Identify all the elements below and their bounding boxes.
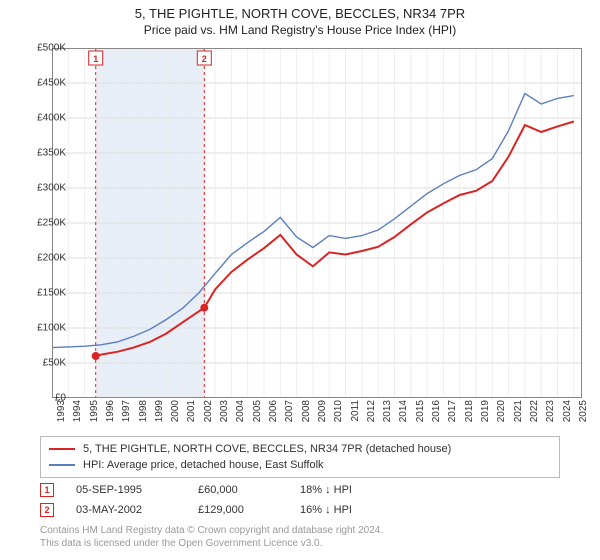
x-tick-label: 1996	[105, 400, 116, 430]
x-tick-label: 1995	[89, 400, 100, 430]
sale-pct: 16% ↓ HPI	[300, 504, 420, 516]
x-tick-label: 2017	[447, 400, 458, 430]
y-tick-label: £450K	[24, 78, 66, 89]
y-tick-label: £300K	[24, 183, 66, 194]
x-tick-label: 2014	[398, 400, 409, 430]
sale-marker-box: 1	[40, 483, 54, 497]
sale-date: 05-SEP-1995	[76, 484, 176, 496]
sale-price: £129,000	[198, 504, 278, 516]
x-tick-label: 2010	[333, 400, 344, 430]
sales-row: 1 05-SEP-1995 £60,000 18% ↓ HPI	[40, 480, 420, 500]
y-tick-label: £200K	[24, 253, 66, 264]
chart-svg: 12	[52, 48, 582, 398]
legend-label: HPI: Average price, detached house, East…	[83, 457, 324, 473]
x-tick-label: 2013	[382, 400, 393, 430]
attribution-line: This data is licensed under the Open Gov…	[40, 537, 383, 550]
x-tick-label: 1998	[138, 400, 149, 430]
x-tick-label: 2022	[529, 400, 540, 430]
chart-titles: 5, THE PIGHTLE, NORTH COVE, BECCLES, NR3…	[0, 0, 600, 37]
x-tick-label: 2008	[301, 400, 312, 430]
y-tick-label: £150K	[24, 288, 66, 299]
y-tick-label: £50K	[24, 358, 66, 369]
sale-marker-box: 2	[40, 503, 54, 517]
legend-swatch	[49, 464, 75, 466]
y-tick-label: £400K	[24, 113, 66, 124]
x-tick-label: 2002	[203, 400, 214, 430]
legend-row: HPI: Average price, detached house, East…	[49, 457, 551, 473]
attribution-line: Contains HM Land Registry data © Crown c…	[40, 524, 383, 537]
svg-text:1: 1	[93, 54, 98, 64]
x-tick-label: 2019	[480, 400, 491, 430]
x-tick-label: 1994	[72, 400, 83, 430]
x-tick-label: 2011	[350, 400, 361, 430]
x-tick-label: 2021	[513, 400, 524, 430]
chart-title: 5, THE PIGHTLE, NORTH COVE, BECCLES, NR3…	[0, 6, 600, 21]
x-tick-label: 1999	[154, 400, 165, 430]
sale-price: £60,000	[198, 484, 278, 496]
svg-text:2: 2	[202, 54, 207, 64]
y-tick-label: £500K	[24, 43, 66, 54]
x-tick-label: 2020	[496, 400, 507, 430]
sale-pct: 18% ↓ HPI	[300, 484, 420, 496]
chart-plot-area: 12	[52, 48, 582, 398]
attribution: Contains HM Land Registry data © Crown c…	[40, 524, 383, 550]
y-tick-label: £100K	[24, 323, 66, 334]
x-tick-label: 2015	[415, 400, 426, 430]
y-tick-label: £250K	[24, 218, 66, 229]
x-tick-label: 2009	[317, 400, 328, 430]
x-tick-label: 2001	[186, 400, 197, 430]
x-tick-label: 1993	[56, 400, 67, 430]
x-tick-label: 1997	[121, 400, 132, 430]
x-tick-label: 2004	[235, 400, 246, 430]
sale-date: 03-MAY-2002	[76, 504, 176, 516]
x-tick-label: 2003	[219, 400, 230, 430]
x-tick-label: 2007	[284, 400, 295, 430]
x-tick-label: 2025	[578, 400, 589, 430]
sales-table: 1 05-SEP-1995 £60,000 18% ↓ HPI 2 03-MAY-2002…	[40, 480, 420, 520]
x-tick-label: 2018	[464, 400, 475, 430]
x-tick-label: 2006	[268, 400, 279, 430]
legend-row: 5, THE PIGHTLE, NORTH COVE, BECCLES, NR3…	[49, 441, 551, 457]
legend-label: 5, THE PIGHTLE, NORTH COVE, BECCLES, NR3…	[83, 441, 451, 457]
x-tick-label: 2024	[562, 400, 573, 430]
x-tick-label: 2016	[431, 400, 442, 430]
x-tick-label: 2012	[366, 400, 377, 430]
chart-container: 5, THE PIGHTLE, NORTH COVE, BECCLES, NR3…	[0, 0, 600, 560]
chart-subtitle: Price paid vs. HM Land Registry's House …	[0, 23, 600, 37]
x-tick-label: 2023	[545, 400, 556, 430]
y-tick-label: £350K	[24, 148, 66, 159]
x-tick-label: 2005	[252, 400, 263, 430]
x-tick-label: 2000	[170, 400, 181, 430]
legend-swatch	[49, 448, 75, 450]
sales-row: 2 03-MAY-2002 £129,000 16% ↓ HPI	[40, 500, 420, 520]
legend: 5, THE PIGHTLE, NORTH COVE, BECCLES, NR3…	[40, 436, 560, 478]
